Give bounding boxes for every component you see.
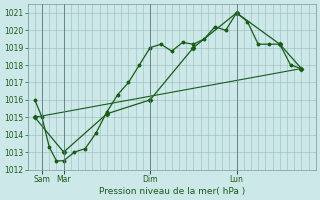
X-axis label: Pression niveau de la mer( hPa ): Pression niveau de la mer( hPa ) bbox=[99, 187, 245, 196]
